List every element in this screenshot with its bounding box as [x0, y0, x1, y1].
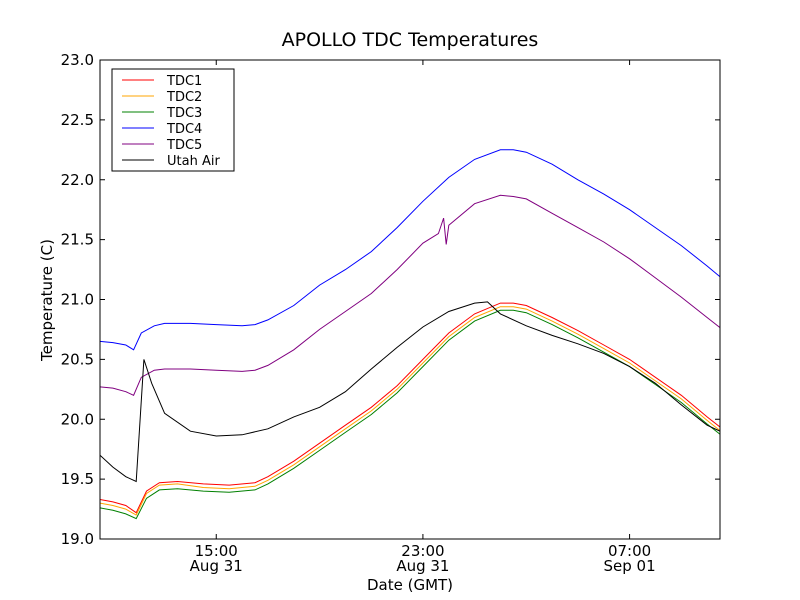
- y-tick-label: 22.5: [61, 111, 94, 129]
- y-tick-label: 19.5: [61, 470, 94, 488]
- y-tick-label: 21.5: [61, 231, 94, 249]
- legend-box: [111, 68, 235, 172]
- series-layer: [100, 149, 720, 520]
- x-axis-label: Date (GMT): [367, 576, 453, 594]
- series-line-tdc3: [100, 309, 720, 520]
- y-tick-label: 20.0: [61, 410, 94, 428]
- y-tick-label: 20.5: [61, 350, 94, 368]
- series-line-tdc5: [100, 194, 720, 396]
- y-tick-label: 23.0: [61, 51, 94, 69]
- y-tick-label: 19.0: [61, 530, 94, 548]
- y-tick-label: 21.0: [61, 291, 94, 309]
- legend-label: TDC1: [166, 74, 202, 89]
- series-line-tdc4: [100, 149, 720, 351]
- legend-label: TDC2: [166, 90, 202, 105]
- chart-title: APOLLO TDC Temperatures: [282, 29, 539, 51]
- y-axis-label: Temperature (C): [38, 239, 56, 362]
- legend-label: TDC3: [166, 106, 202, 121]
- y-tick-label: 22.0: [61, 171, 94, 189]
- x-tick-time-label: 07:00: [608, 542, 651, 560]
- series-line-tdc1: [100, 302, 720, 514]
- x-tick-time-label: 15:00: [195, 542, 238, 560]
- x-tick-date-label: Sep 01: [604, 557, 656, 575]
- series-line-utah-air: [100, 301, 720, 483]
- series-line-tdc2: [100, 306, 720, 516]
- x-tick-date-label: Aug 31: [190, 557, 243, 575]
- x-tick-time-label: 23:00: [401, 542, 444, 560]
- y-axis: 19.0 19.5 20.0 20.5 21.0 21.5 22.0 22.5 23.0: [61, 51, 720, 548]
- x-tick-date-label: Aug 31: [396, 557, 449, 575]
- legend-label: TDC5: [166, 138, 202, 153]
- legend-label: Utah Air: [167, 154, 220, 169]
- legend-label: TDC4: [166, 122, 202, 137]
